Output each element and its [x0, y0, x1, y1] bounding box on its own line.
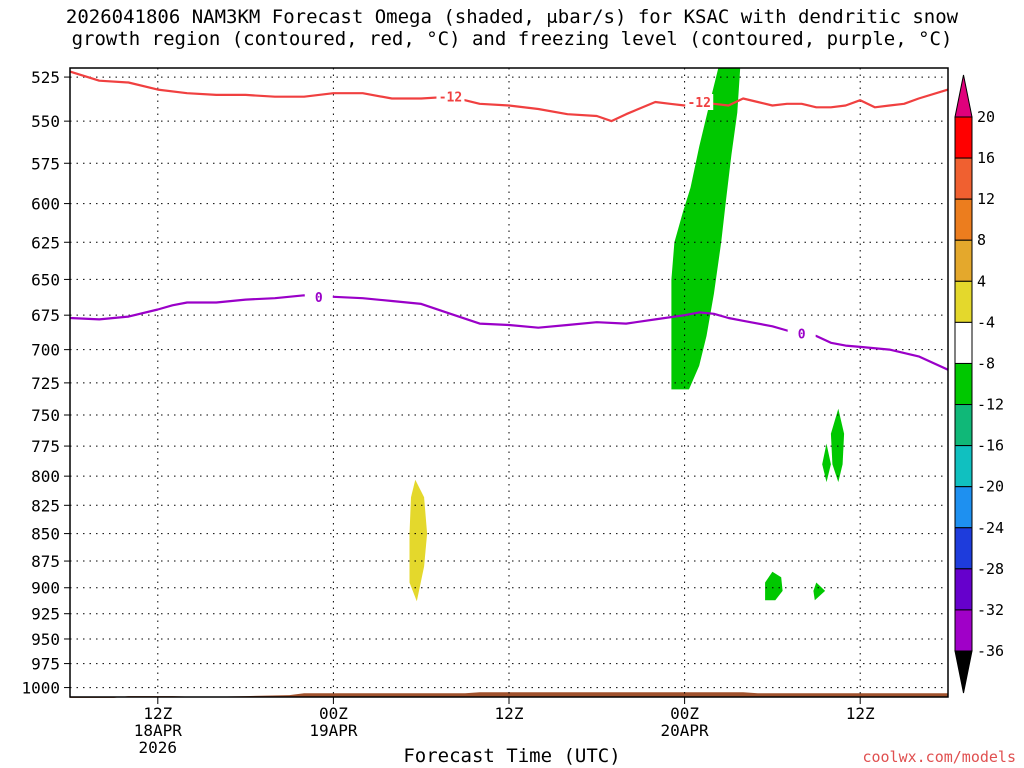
y-tick-label-725: 725: [31, 374, 60, 393]
colorbar-label-5: -4: [977, 313, 995, 331]
x-tick-label-6-1: 18APR: [134, 721, 183, 740]
dgz-contour-line-label-1: -12: [687, 96, 710, 111]
plot-frame: [69, 67, 949, 698]
colorbar-top-arrow: [954, 74, 973, 118]
y-tick-label-975: 975: [31, 655, 60, 674]
colorbar-label-2: 12: [977, 190, 995, 208]
omega-main-ascent: [671, 68, 741, 390]
y-tick-label-550: 550: [31, 112, 60, 131]
x-tick-label-42-0: 00Z: [670, 704, 699, 723]
colorbar-swatch-4: [954, 280, 973, 323]
colorbar-swatch-8: [954, 445, 973, 488]
shaded-omega-regions: [409, 68, 845, 602]
x-tick-label-18-0: 00Z: [319, 704, 348, 723]
y-tick-label-600: 600: [31, 195, 60, 214]
freezing-level-line-label-0: 0: [315, 291, 323, 306]
x-tick-label-18-1: 19APR: [309, 721, 358, 740]
freezing-level-line: [70, 294, 948, 371]
freezing-level-line-label-bg-1: [787, 325, 816, 342]
dgz-contour-line: [70, 70, 948, 123]
title-line-2: growth region (contoured, red, °C) and f…: [71, 28, 953, 50]
omega-ascent-cell-c: [765, 571, 783, 601]
y-tick-label-625: 625: [31, 233, 60, 252]
y-axis-ticks: 525 550 575 600 625 650 675 700 725 750 775 800 825 8…: [21, 68, 70, 698]
colorbar-label-1: 16: [977, 149, 995, 167]
colorbar-swatch-10: [954, 527, 973, 570]
y-tick-label-675: 675: [31, 306, 60, 325]
grid-lines: [70, 68, 948, 697]
colorbar-label-12: -32: [977, 601, 1004, 619]
y-tick-label-850: 850: [31, 525, 60, 544]
omega-ascent-cell-a: [830, 408, 845, 483]
x-tick-label-54-0: 12Z: [846, 704, 875, 723]
site-credit: coolwx.com/models: [862, 748, 1016, 766]
y-tick-label-875: 875: [31, 552, 60, 571]
colorbar-swatch-7: [954, 404, 973, 447]
y-tick-label-575: 575: [31, 154, 60, 173]
omega-subsidence-cell: [409, 479, 428, 602]
y-tick-label-800: 800: [31, 467, 60, 486]
colorbar-label-6: -8: [977, 354, 995, 372]
omega-ascent-cell-d: [813, 582, 826, 601]
colorbar-label-13: -36: [977, 642, 1004, 660]
y-tick-label-700: 700: [31, 341, 60, 360]
contour-lines: -12 -12 0 0: [70, 70, 948, 371]
colorbar-swatch-11: [954, 568, 973, 611]
omega-ascent-cell-b: [822, 443, 831, 483]
colorbar-swatch-12: [954, 609, 973, 652]
colorbar-swatch-0: [954, 116, 973, 159]
colorbar-label-0: 20: [977, 108, 995, 126]
y-tick-label-775: 775: [31, 437, 60, 456]
colorbar-label-3: 8: [977, 231, 986, 249]
colorbar-label-4: 4: [977, 272, 986, 290]
y-tick-label-925: 925: [31, 605, 60, 624]
colorbar-bottom-arrow: [954, 650, 973, 694]
colorbar-swatch-3: [954, 239, 973, 282]
x-tick-label-6-0: 12Z: [143, 704, 172, 723]
chart-title: 2026041806 NAM3KM Forecast Omega (shaded…: [0, 6, 1024, 50]
freezing-level-line-label-bg-0: [304, 288, 333, 305]
y-tick-label-825: 825: [31, 496, 60, 515]
y-tick-label-525: 525: [31, 68, 60, 87]
freezing-level-line-label-1: 0: [798, 327, 806, 342]
x-axis-label: Forecast Time (UTC): [403, 745, 621, 767]
y-tick-label-950: 950: [31, 630, 60, 649]
colorbar-label-8: -16: [977, 437, 1004, 455]
dgz-contour-line-label-bg-0: [436, 88, 465, 105]
colorbar-swatch-1: [954, 157, 973, 200]
colorbar-swatch-2: [954, 198, 973, 241]
colorbar-label-11: -28: [977, 560, 1004, 578]
colorbar-swatch-9: [954, 486, 973, 529]
y-tick-label-1000: 1000: [21, 679, 60, 698]
dgz-contour-line-label-bg-1: [685, 94, 714, 111]
colorbar-swatch-6: [954, 362, 973, 406]
colorbar-label-9: -20: [977, 478, 1004, 496]
dgz-contour-line-label-0: -12: [439, 91, 462, 106]
colorbar-swatch-5: [954, 321, 973, 364]
x-tick-label-30-0: 12Z: [495, 704, 524, 723]
y-tick-label-750: 750: [31, 406, 60, 425]
x-tick-label-6-2: 2026: [139, 738, 178, 757]
omega-colorbar: 20 16 12 8 4 -4 -8 -12 -16 -20 -24 -28 -32 -36: [954, 74, 1004, 694]
x-tick-label-42-1: 20APR: [661, 721, 710, 740]
colorbar-label-10: -24: [977, 519, 1004, 537]
colorbar-label-7: -12: [977, 396, 1004, 414]
y-tick-label-900: 900: [31, 579, 60, 598]
y-tick-label-650: 650: [31, 270, 60, 289]
title-line-1: 2026041806 NAM3KM Forecast Omega (shaded…: [65, 6, 959, 28]
